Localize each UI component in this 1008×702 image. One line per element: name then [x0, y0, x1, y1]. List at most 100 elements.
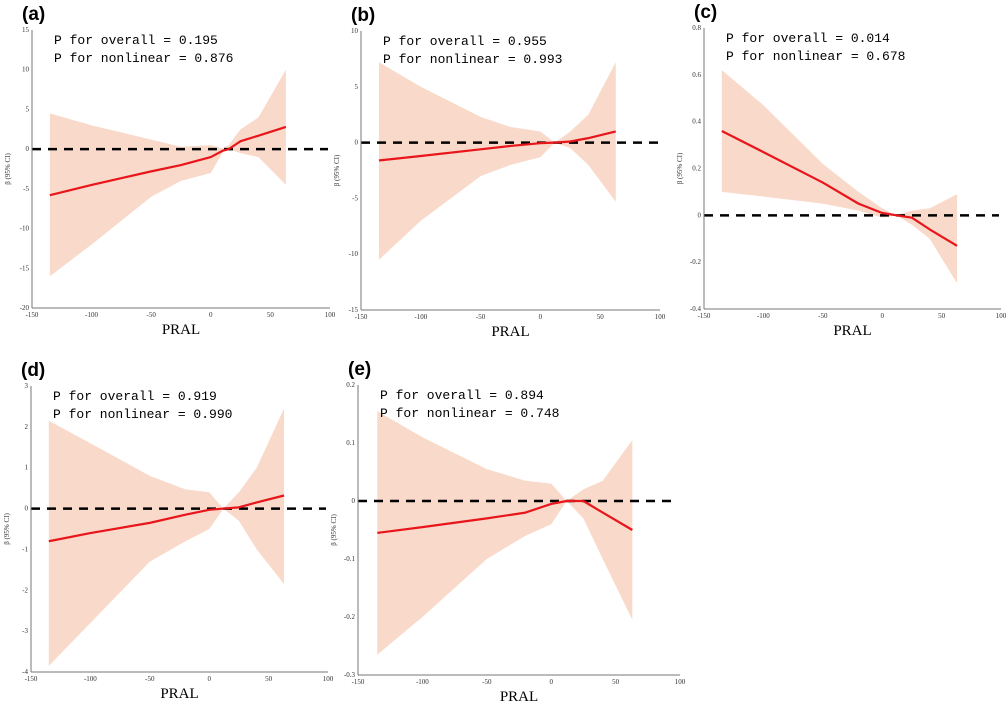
y-tick-label: -2: [22, 586, 28, 594]
y-tick-label: 0.2: [346, 381, 355, 389]
estimate-line: [721, 130, 958, 247]
y-tick-label: 5: [355, 83, 359, 91]
confidence-band: [377, 411, 633, 655]
confidence-band: [48, 408, 285, 666]
x-tick-label: -150: [26, 311, 39, 319]
x-tick-label: 100: [325, 311, 336, 319]
panel-label: (b): [351, 5, 375, 26]
y-tick-label: -20: [20, 304, 30, 312]
x-tick-label: 0: [880, 312, 884, 320]
x-tick-label: -150: [698, 312, 711, 320]
panel-c: (c) -0.4 -0.2 0 0.2 0.4 0.6 0.8 -150 -100 -50 0 50 10…: [676, 2, 1007, 339]
y-tick-label: 10: [22, 66, 30, 74]
x-tick-label: -100: [757, 312, 770, 320]
estimate-line: [377, 499, 633, 534]
y-tick-label: 0.8: [692, 24, 701, 32]
x-axis-label: PRAL: [491, 324, 529, 340]
y-tick-label: -10: [349, 250, 359, 258]
panel-label: (a): [22, 4, 45, 25]
y-tick-label: -0.3: [344, 671, 356, 679]
y-tick-label: -4: [22, 668, 28, 676]
x-tick-label: -50: [818, 312, 828, 320]
x-tick-label: -100: [414, 313, 427, 321]
p-value-annotation: P for overall = 0.014: [726, 31, 890, 46]
y-tick-label: -1: [22, 545, 28, 553]
x-axis-label: PRAL: [162, 322, 200, 338]
p-value-annotation: P for nonlinear = 0.678: [726, 49, 905, 64]
x-tick-label: 50: [597, 313, 605, 321]
x-tick-label: 50: [612, 678, 620, 686]
p-value-annotation: P for overall = 0.919: [53, 389, 217, 404]
x-tick-label: 0: [549, 678, 553, 686]
x-tick-label: 100: [655, 313, 666, 321]
x-tick-label: -50: [482, 678, 492, 686]
estimate-line: [378, 130, 617, 162]
y-tick-label: 0.4: [692, 118, 701, 126]
y-axis-label: β (95% CI): [333, 154, 341, 186]
y-tick-label: 0: [698, 211, 702, 219]
panel-label: (c): [694, 2, 717, 23]
x-axis-label: PRAL: [833, 323, 871, 339]
confidence-band: [721, 70, 958, 284]
estimate-line: [48, 494, 285, 543]
y-tick-label: 3: [25, 382, 29, 390]
x-tick-label: 50: [267, 311, 275, 319]
y-tick-label: -0.1: [344, 555, 356, 563]
y-axis-label: β (95% CI): [3, 513, 11, 545]
y-tick-label: -15: [349, 306, 359, 314]
y-tick-label: -5: [352, 194, 358, 202]
x-tick-label: -150: [25, 675, 38, 683]
panel-d: (d) -4 -3 -2 -1 0 1 2 3 -150 -100 -50 0 50 100 PRAL β (9…: [3, 360, 334, 702]
x-tick-label: -100: [84, 675, 97, 683]
x-tick-label: -100: [416, 678, 429, 686]
y-tick-label: 0.2: [692, 165, 701, 173]
p-value-annotation: P for nonlinear = 0.993: [383, 52, 562, 67]
panel-e: (e) -0.3 -0.2 -0.1 0 0.1 0.2 -150 -100 -50 0 50 100 P…: [330, 359, 686, 702]
x-tick-label: 100: [675, 678, 686, 686]
y-axis-label: β (95% CI): [676, 152, 684, 184]
y-tick-label: 0: [26, 145, 30, 153]
x-tick-label: 50: [938, 312, 946, 320]
p-value-annotation: P for nonlinear = 0.748: [380, 406, 559, 421]
y-tick-label: -3: [22, 627, 28, 635]
x-tick-label: -100: [85, 311, 98, 319]
estimate-line: [49, 125, 287, 197]
y-tick-label: -0.2: [344, 613, 356, 621]
y-tick-label: 0: [352, 497, 356, 505]
y-tick-label: -15: [20, 264, 30, 272]
x-tick-label: -150: [355, 313, 368, 321]
panel-label: (d): [21, 360, 45, 381]
panel-label: (e): [348, 359, 371, 380]
y-tick-label: -0.4: [690, 305, 702, 313]
x-tick-label: 100: [996, 312, 1007, 320]
x-tick-label: 0: [207, 675, 211, 683]
p-value-annotation: P for overall = 0.955: [383, 34, 547, 49]
y-tick-label: 2: [25, 423, 29, 431]
x-tick-label: -50: [147, 311, 157, 319]
x-tick-label: -50: [145, 675, 155, 683]
x-tick-label: 50: [265, 675, 273, 683]
confidence-band: [378, 62, 616, 260]
y-tick-label: 0.6: [692, 71, 701, 79]
y-tick-label: 0: [25, 505, 29, 513]
y-tick-label: 15: [22, 26, 30, 34]
y-tick-label: -0.2: [690, 258, 702, 266]
y-axis-label: β (95% CI): [4, 153, 12, 185]
x-tick-label: 0: [539, 313, 543, 321]
y-tick-label: 0: [355, 139, 359, 147]
y-tick-label: 1: [25, 464, 29, 472]
y-tick-label: -5: [23, 185, 29, 193]
x-tick-label: 100: [323, 675, 334, 683]
y-axis-label: β (95% CI): [330, 514, 338, 546]
x-axis-label: PRAL: [160, 686, 198, 702]
y-tick-label: -10: [20, 225, 30, 233]
x-axis-label: PRAL: [500, 689, 538, 702]
x-tick-label: -50: [476, 313, 486, 321]
y-tick-label: 10: [351, 27, 359, 35]
x-tick-label: 0: [209, 311, 213, 319]
x-tick-label: -150: [352, 678, 365, 686]
p-value-annotation: P for overall = 0.195: [54, 33, 218, 48]
